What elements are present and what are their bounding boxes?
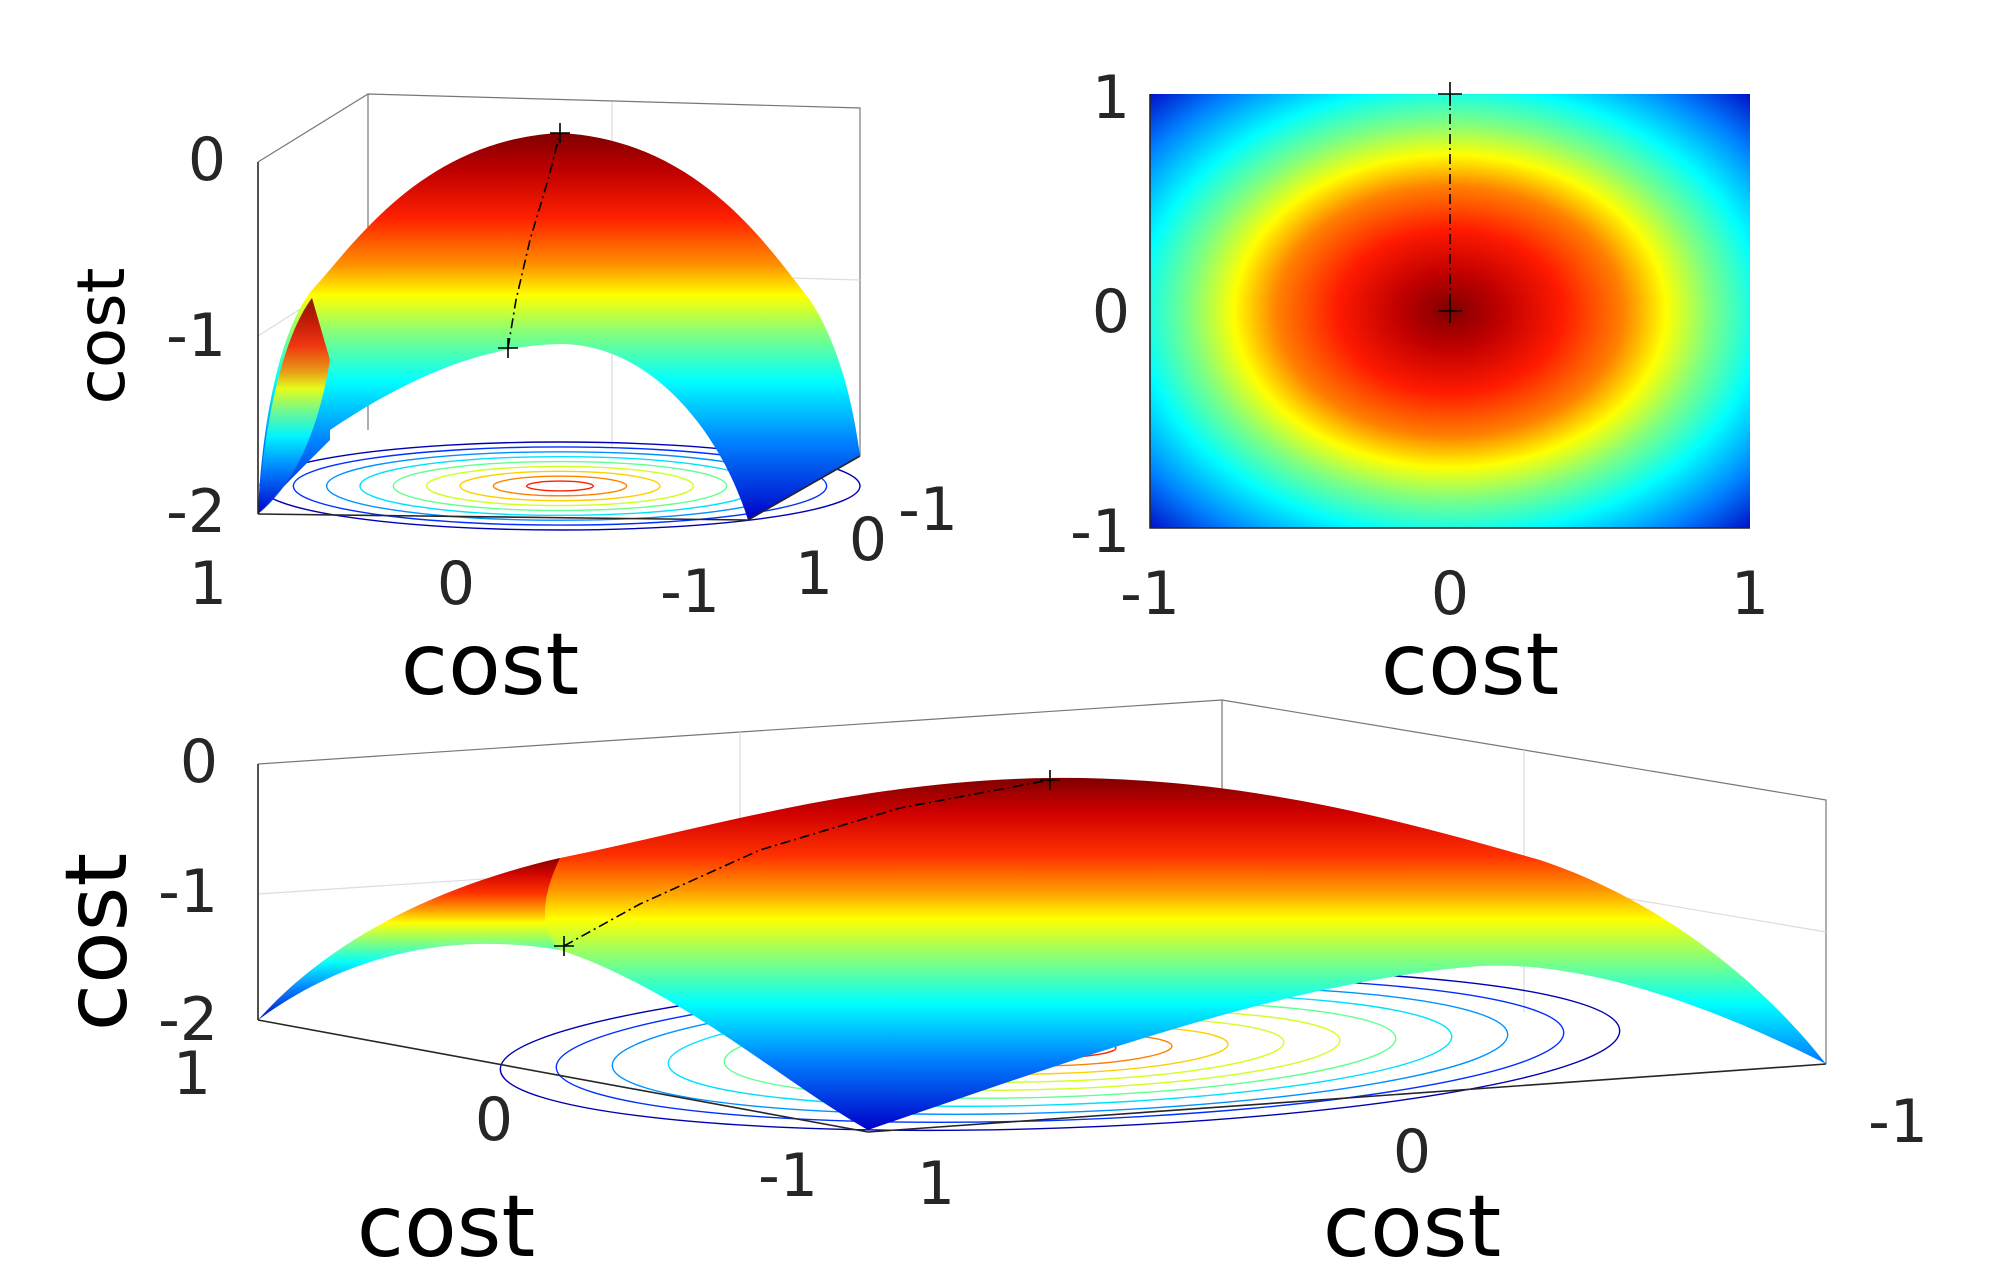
contour-line: [492, 475, 628, 497]
p1-surface-front-left: [258, 298, 330, 514]
contour-line: [525, 480, 595, 492]
p3-surface-left-lobe: [258, 858, 560, 1020]
p1-surface: [258, 133, 860, 520]
p3-path: [563, 779, 1051, 947]
contour-line: [425, 465, 695, 507]
p1-x-axis: [257, 513, 749, 521]
p1-x-tick-0: 1: [189, 549, 227, 619]
contour-line: [392, 460, 728, 512]
p3-x-axis: [257, 1019, 869, 1133]
p3-zlabel: cost: [47, 853, 147, 1031]
p3-z-tick-1: -1: [158, 857, 218, 927]
p2-y-tick-2: -1: [1070, 497, 1130, 567]
panel-surface-side: 0 -1 -2 1 0 -1 1 0 -1 cost cost: [63, 93, 958, 715]
p2-path-marker-start: [1438, 82, 1462, 106]
contour-line: [359, 455, 761, 517]
p2-x-tick-2: 1: [1731, 559, 1769, 629]
p1-y-tick-2: -1: [898, 475, 958, 545]
p1-y-tick-0: 1: [795, 539, 833, 609]
p2-y-tick-1: 0: [1092, 277, 1130, 347]
p1-z-tick-0: 0: [188, 125, 226, 195]
p2-axes: [1149, 94, 1750, 529]
p1-path-marker-start: [498, 338, 518, 358]
p3-x-tick-2: -1: [758, 1141, 818, 1211]
p3-xlabel: cost: [357, 1177, 535, 1274]
p3-z-tick-2: -2: [158, 985, 218, 1055]
p3-y-tick-0: 1: [917, 1149, 955, 1219]
p3-z-tick-0: 0: [180, 727, 218, 797]
p1-path: [507, 132, 561, 349]
p1-path-marker-end: [550, 123, 570, 143]
p1-box-back: [257, 93, 861, 456]
p3-y-tick-1: 0: [1393, 1117, 1431, 1187]
p3-ylabel: cost: [1323, 1177, 1501, 1274]
p3-path-marker-start: [554, 936, 574, 956]
p3-path-marker-end: [1040, 770, 1060, 790]
p2-y-tick-0: 1: [1092, 63, 1130, 133]
contour-line: [459, 470, 661, 502]
p1-y-tick-1: 0: [849, 505, 887, 575]
p1-xlabel: cost: [401, 615, 579, 715]
p2-path-marker-end: [1438, 299, 1462, 323]
p3-x-tick-1: 0: [475, 1085, 513, 1155]
p2-xlabel: cost: [1381, 615, 1559, 715]
contour-line: [292, 446, 828, 526]
p3-x-tick-0: 1: [173, 1039, 211, 1109]
p3-y-tick-2: -1: [1868, 1087, 1928, 1157]
p1-z-tick-1: -1: [166, 301, 226, 371]
p2-x-tick-1: 0: [1431, 559, 1469, 629]
p3-y-axis: [867, 1063, 1827, 1133]
panel-surface-oblique: 0 -1 -2 1 0 -1 1 0 -1 cost cost cost: [47, 699, 1928, 1274]
p1-z-tick-2: -2: [166, 477, 226, 547]
panel-heatmap-top: 1 0 -1 -1 0 1 cost: [1070, 63, 1769, 715]
p1-x-tick-2: -1: [660, 557, 720, 627]
p2-x-tick-0: -1: [1120, 559, 1180, 629]
p3-surface: [258, 777, 1826, 1130]
p1-zlabel: cost: [63, 268, 140, 405]
p1-y-axis: [747, 455, 861, 521]
p1-x-tick-1: 0: [437, 549, 475, 619]
